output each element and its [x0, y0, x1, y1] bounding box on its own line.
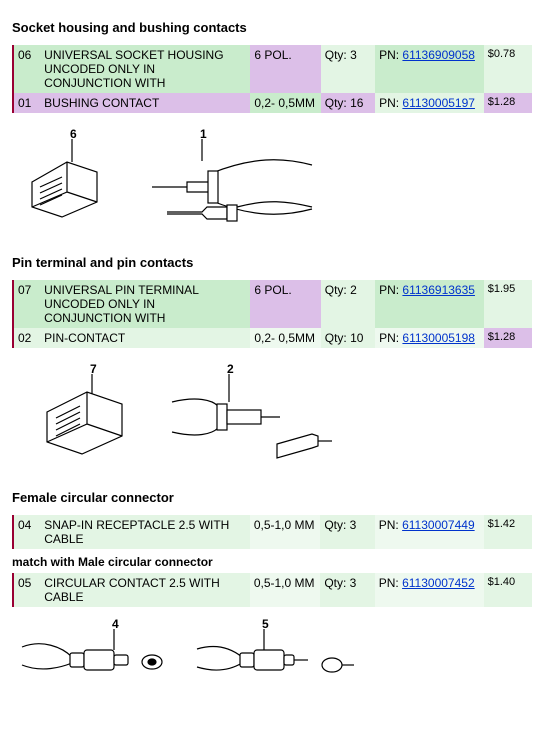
section3-diagram: 4 5 — [12, 617, 532, 697]
row-qty: Qty: 3 — [320, 515, 374, 549]
row-qty: Qty: 3 — [320, 573, 374, 607]
table-row: 04 SNAP-IN RECEPTACLE 2.5 WITH CABLE 0,5… — [13, 515, 532, 549]
row-num: 05 — [13, 573, 40, 607]
pn-link[interactable]: 61130007449 — [402, 518, 475, 532]
row-price: $1.95 — [484, 280, 532, 328]
pn-link[interactable]: 61136909058 — [402, 48, 475, 62]
row-desc: CIRCULAR CONTACT 2.5 WITH CABLE — [40, 573, 250, 607]
row-desc: SNAP-IN RECEPTACLE 2.5 WITH CABLE — [40, 515, 250, 549]
row-price: $1.42 — [484, 515, 532, 549]
row-num: 06 — [13, 45, 40, 93]
row-pn: PN: 61130007449 — [375, 515, 484, 549]
row-num: 02 — [13, 328, 40, 348]
section3-title: Female circular connector — [12, 490, 532, 505]
row-num: 07 — [13, 280, 40, 328]
row-price: $1.40 — [484, 573, 532, 607]
row-price: $1.28 — [484, 93, 532, 113]
row-spec: 6 POL. — [250, 45, 320, 93]
table-row: 01 BUSHING CONTACT 0,2- 0,5MM Qty: 16 PN… — [13, 93, 532, 113]
table-row: 06 UNIVERSAL SOCKET HOUSING UNCODED ONLY… — [13, 45, 532, 93]
row-spec: 6 POL. — [250, 280, 320, 328]
row-qty: Qty: 10 — [321, 328, 375, 348]
row-num: 04 — [13, 515, 40, 549]
pn-link[interactable]: 61130005197 — [402, 96, 475, 110]
pn-link[interactable]: 61130005198 — [402, 331, 475, 345]
row-pn: PN: 61136913635 — [375, 280, 484, 328]
section3-subtitle: match with Male circular connector — [12, 555, 532, 569]
row-price: $0.78 — [484, 45, 532, 93]
connector-diagram-icon — [12, 362, 532, 472]
row-desc: BUSHING CONTACT — [40, 93, 250, 113]
row-qty: Qty: 2 — [321, 280, 375, 328]
row-pn: PN: 61130005198 — [375, 328, 484, 348]
table-row: 02 PIN-CONTACT 0,2- 0,5MM Qty: 10 PN: 61… — [13, 328, 532, 348]
row-pn: PN: 61130005197 — [375, 93, 484, 113]
connector-diagram-icon — [12, 617, 532, 697]
row-desc: PIN-CONTACT — [40, 328, 250, 348]
section2-table: 07 UNIVERSAL PIN TERMINAL UNCODED ONLY I… — [12, 280, 532, 348]
section2-title: Pin terminal and pin contacts — [12, 255, 532, 270]
row-spec: 0,5-1,0 MM — [250, 573, 321, 607]
pn-link[interactable]: 61130007452 — [402, 576, 475, 590]
row-spec: 0,5-1,0 MM — [250, 515, 321, 549]
section2-diagram: 7 2 — [12, 362, 532, 472]
row-desc: UNIVERSAL PIN TERMINAL UNCODED ONLY IN C… — [40, 280, 250, 328]
section3-table: 04 SNAP-IN RECEPTACLE 2.5 WITH CABLE 0,5… — [12, 515, 532, 549]
row-desc: UNIVERSAL SOCKET HOUSING UNCODED ONLY IN… — [40, 45, 250, 93]
row-price: $1.28 — [484, 328, 532, 348]
row-spec: 0,2- 0,5MM — [250, 328, 320, 348]
section1-title: Socket housing and bushing contacts — [12, 20, 532, 35]
section1-table: 06 UNIVERSAL SOCKET HOUSING UNCODED ONLY… — [12, 45, 532, 113]
row-qty: Qty: 16 — [321, 93, 375, 113]
row-qty: Qty: 3 — [321, 45, 375, 93]
table-row: 05 CIRCULAR CONTACT 2.5 WITH CABLE 0,5-1… — [13, 573, 532, 607]
row-pn: PN: 61130007452 — [375, 573, 484, 607]
row-spec: 0,2- 0,5MM — [250, 93, 320, 113]
pn-link[interactable]: 61136913635 — [402, 283, 475, 297]
row-num: 01 — [13, 93, 40, 113]
row-pn: PN: 61136909058 — [375, 45, 484, 93]
connector-diagram-icon — [12, 127, 532, 237]
section3-table2: 05 CIRCULAR CONTACT 2.5 WITH CABLE 0,5-1… — [12, 573, 532, 607]
table-row: 07 UNIVERSAL PIN TERMINAL UNCODED ONLY I… — [13, 280, 532, 328]
section1-diagram: 6 1 — [12, 127, 532, 237]
